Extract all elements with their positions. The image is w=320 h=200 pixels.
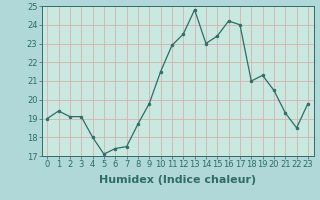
X-axis label: Humidex (Indice chaleur): Humidex (Indice chaleur) [99,175,256,185]
